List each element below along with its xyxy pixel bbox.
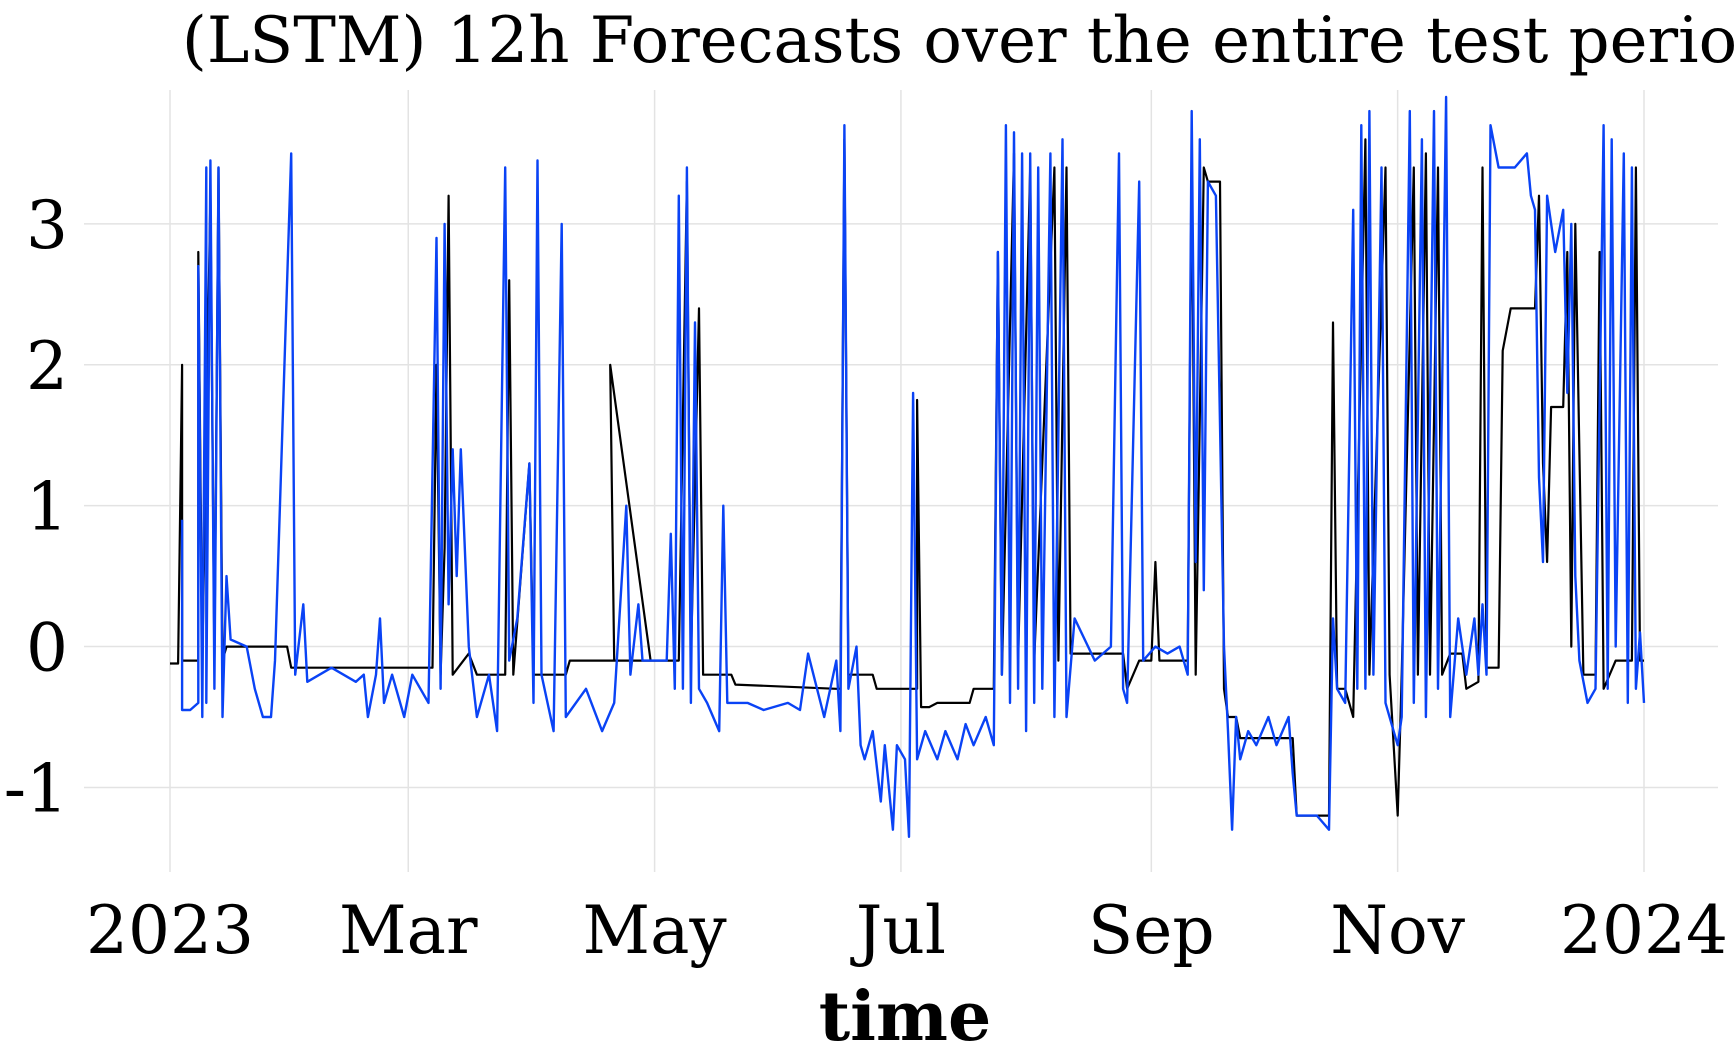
x-tick-label: Nov <box>1330 892 1465 969</box>
x-tick-label: May <box>582 892 727 969</box>
y-tick-label: 0 <box>26 610 68 687</box>
x-tick-label: Mar <box>339 892 478 969</box>
x-tick-label: 2023 <box>86 892 254 969</box>
chart-title: (LSTM) 12h Forecasts over the entire tes… <box>182 4 1736 78</box>
y-tick-label: 3 <box>26 187 68 264</box>
series-group <box>170 95 1646 838</box>
y-tick-label: 1 <box>26 469 68 546</box>
x-tick-label: 2024 <box>1560 892 1728 969</box>
y-tick-label: 2 <box>26 328 68 405</box>
x-axis-ticks: 2023 Mar May Jul Sep Nov 2024 <box>86 892 1728 969</box>
x-tick-label: Sep <box>1088 892 1215 969</box>
y-axis-ticks: -1 0 1 2 3 <box>4 187 68 828</box>
x-tick-label: Jul <box>850 892 946 969</box>
x-axis-label: time <box>819 977 991 1057</box>
y-tick-label: -1 <box>4 750 68 827</box>
series-line-1 <box>180 95 1646 838</box>
